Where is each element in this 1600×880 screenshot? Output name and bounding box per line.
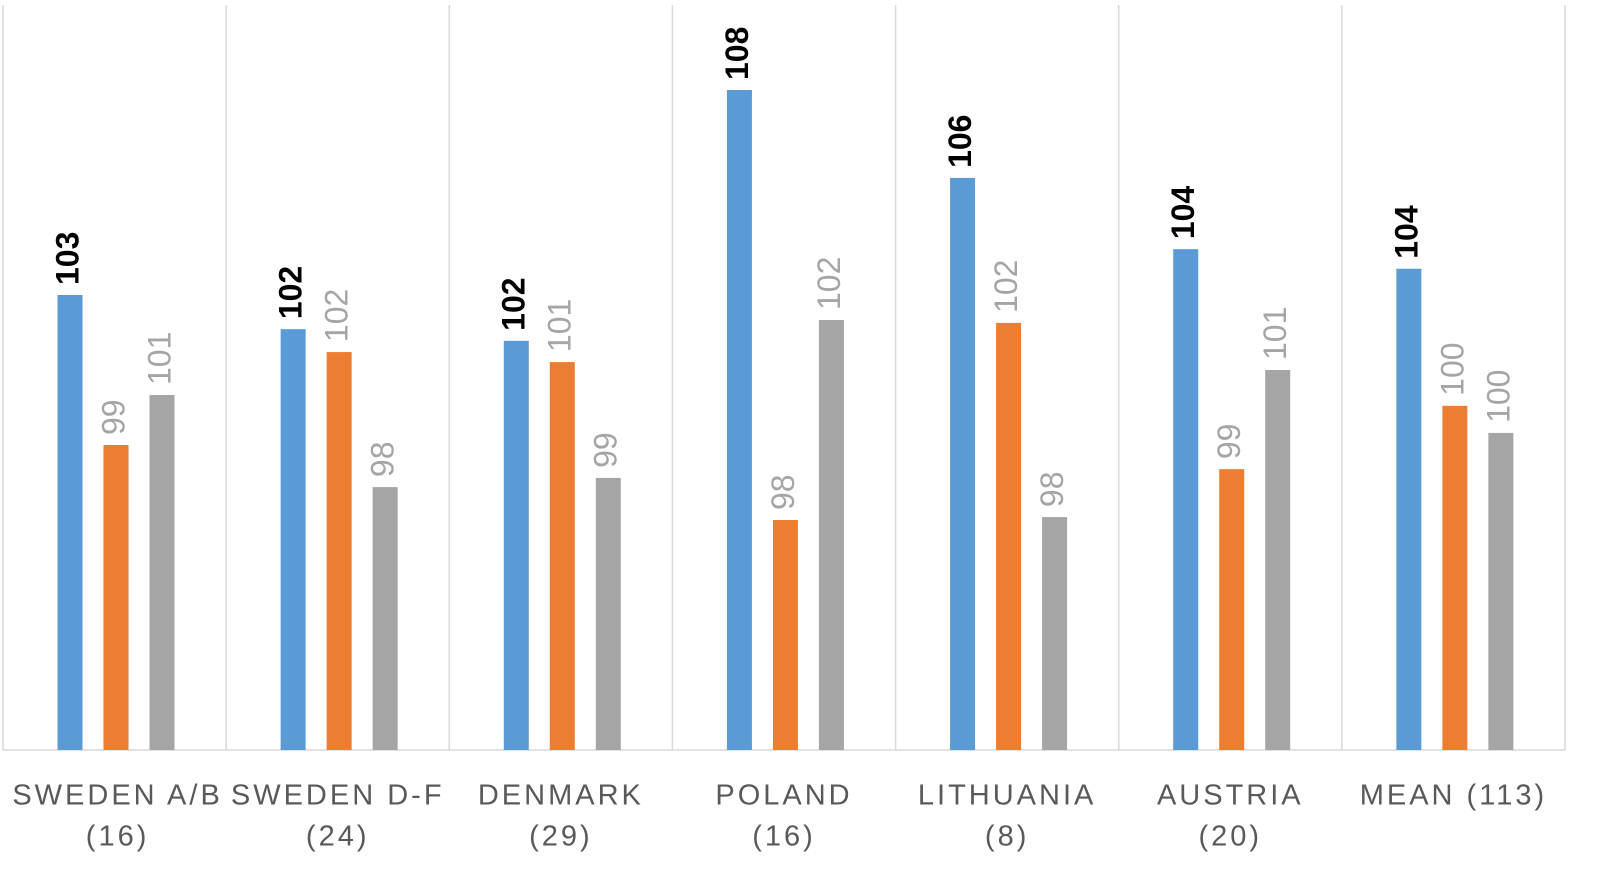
data-label: 103 <box>49 232 85 285</box>
bar <box>280 329 306 750</box>
bar <box>372 487 398 750</box>
x-tick-label: SWEDEN A/B <box>12 780 223 812</box>
data-label: 104 <box>1165 186 1201 240</box>
x-tick-label: (16) <box>752 821 816 853</box>
x-tick-label: (8) <box>985 821 1029 853</box>
x-tick-label: AUSTRIA <box>1157 780 1304 812</box>
bar <box>549 362 575 750</box>
bar <box>149 395 175 750</box>
x-tick-label: POLAND <box>715 780 852 812</box>
bar <box>726 90 752 750</box>
data-label: 102 <box>273 266 309 319</box>
bar <box>503 340 529 750</box>
data-label: 98 <box>1034 471 1070 507</box>
bar <box>1219 469 1245 750</box>
x-tick-label: (16) <box>86 821 150 853</box>
x-tick-label: DENMARK <box>478 780 644 812</box>
data-label: 101 <box>542 299 578 352</box>
data-label: 101 <box>1257 307 1293 360</box>
bar <box>996 322 1022 750</box>
bar <box>57 295 83 750</box>
x-tick-label: MEAN (113) <box>1360 780 1547 812</box>
data-label: 101 <box>141 332 177 385</box>
data-label: 102 <box>496 277 532 330</box>
data-label: 98 <box>365 441 401 477</box>
bar <box>1488 432 1514 750</box>
bar <box>103 445 129 750</box>
bar <box>1042 517 1068 750</box>
data-label: 104 <box>1388 205 1424 259</box>
x-tick-label: LITHUANIA <box>918 780 1096 812</box>
bar <box>1396 268 1422 750</box>
bar <box>595 477 621 750</box>
data-label: 102 <box>988 260 1024 313</box>
data-label: 98 <box>765 474 801 510</box>
bar <box>1265 370 1291 750</box>
data-label: 102 <box>811 257 847 310</box>
data-label: 99 <box>95 399 131 435</box>
bar <box>818 320 844 750</box>
data-label: 108 <box>719 27 755 80</box>
x-tick-label: (20) <box>1198 821 1262 853</box>
x-tick-label: (24) <box>306 821 370 853</box>
bar <box>772 520 798 750</box>
data-label: 100 <box>1434 342 1470 395</box>
bar <box>950 177 976 750</box>
bar <box>1173 249 1199 750</box>
data-label: 99 <box>1211 424 1247 460</box>
data-label: 106 <box>942 115 978 168</box>
data-label: 100 <box>1480 370 1516 423</box>
bar <box>326 352 352 750</box>
data-label: 102 <box>319 289 355 342</box>
bar <box>1442 405 1468 750</box>
x-tick-label: (29) <box>529 821 593 853</box>
x-tick-label: SWEDEN D-F <box>231 780 445 812</box>
data-label: 99 <box>588 432 624 468</box>
